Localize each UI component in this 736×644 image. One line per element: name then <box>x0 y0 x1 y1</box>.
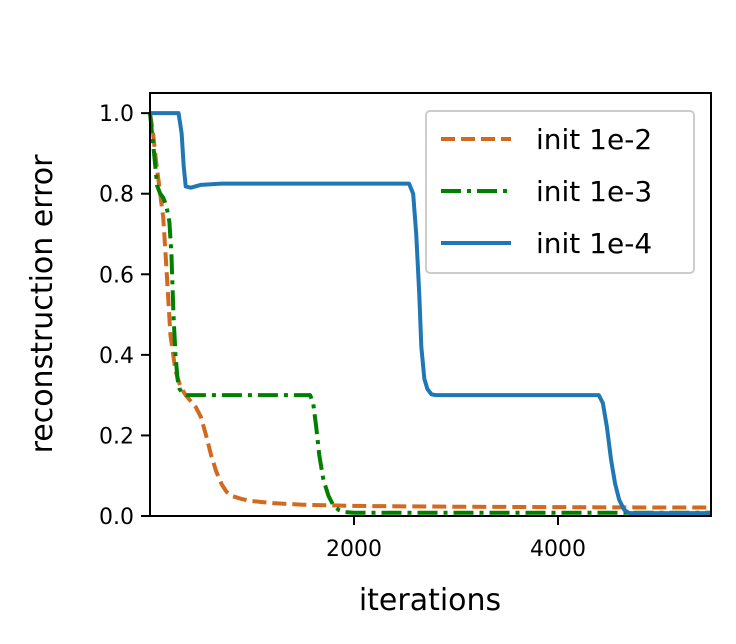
legend-label-init-1e-2: init 1e-2 <box>536 123 652 156</box>
series-line-init-1e-2 <box>148 112 711 510</box>
y-tick-label: 0.2 <box>99 424 134 449</box>
x-axis-ticks: 2000 4000 <box>326 516 586 562</box>
x-tick-label: 4000 <box>530 537 586 562</box>
y-tick-label: 0.6 <box>99 263 134 288</box>
y-tick-label: 1.0 <box>99 102 134 127</box>
plot-frame <box>149 92 712 517</box>
series-line-init-1e-3 <box>148 112 711 515</box>
legend-label-init-1e-3: init 1e-3 <box>536 175 652 208</box>
legend-box <box>425 110 695 274</box>
legend: init 1e-2 init 1e-3 init 1e-4 <box>425 110 695 274</box>
x-axis-label: iterations <box>359 583 501 618</box>
y-axis-label: reconstruction error <box>25 154 60 454</box>
y-axis-ticks: 0.0 0.2 0.4 0.6 0.8 1.0 <box>99 102 150 530</box>
x-tick-label: 2000 <box>326 537 382 562</box>
y-tick-label: 0.8 <box>99 183 134 208</box>
y-tick-label: 0.0 <box>99 505 134 530</box>
legend-label-init-1e-4: init 1e-4 <box>536 227 652 260</box>
series-line-init-1e-4 <box>150 111 711 516</box>
series-layer <box>148 111 711 516</box>
y-tick-label: 0.4 <box>99 344 134 369</box>
